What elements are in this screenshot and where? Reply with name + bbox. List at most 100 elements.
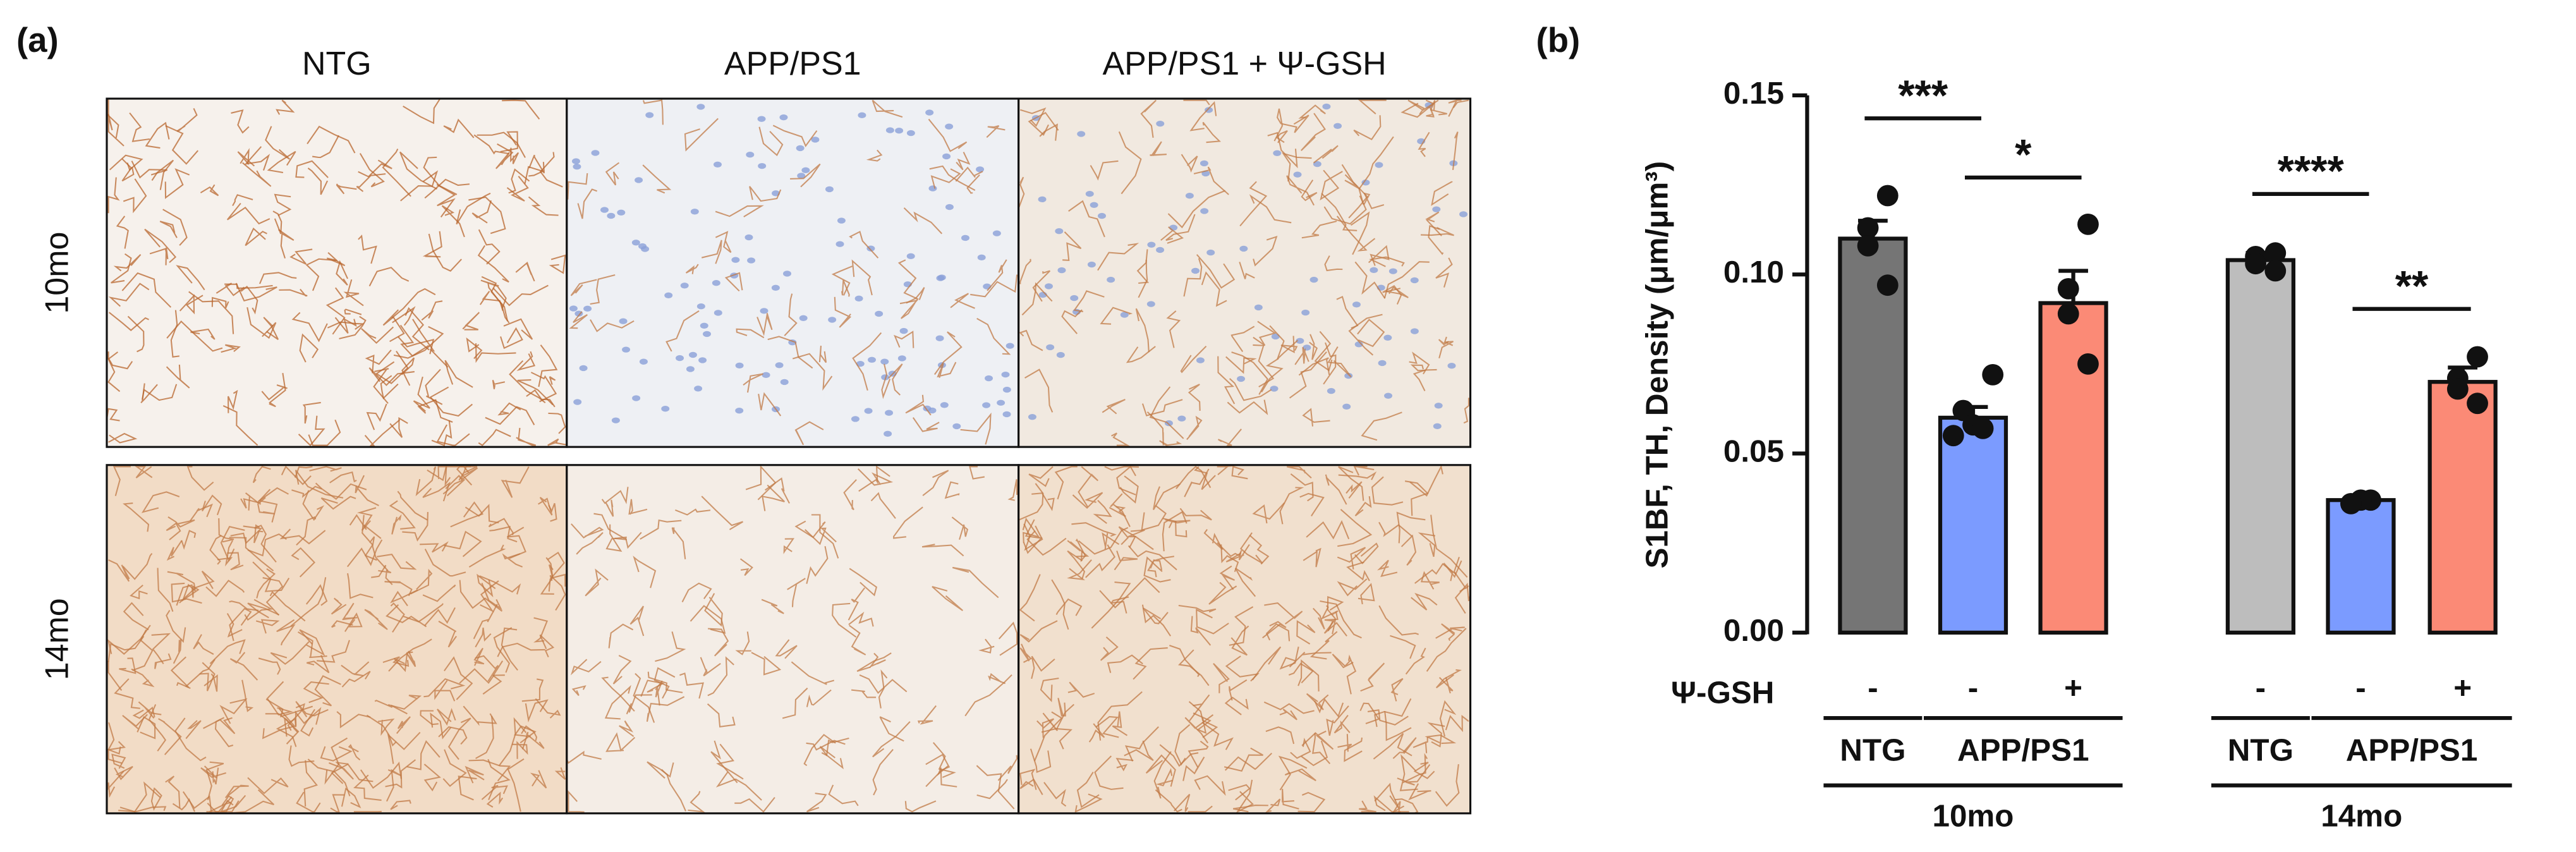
- fiber: [1420, 571, 1440, 590]
- fiber: [176, 107, 198, 132]
- fiber: [1155, 789, 1182, 813]
- fiber: [612, 655, 632, 685]
- micrograph: [1018, 464, 1472, 815]
- nucleus: [928, 185, 937, 192]
- fiber: [1136, 249, 1150, 284]
- fiber: [960, 412, 992, 445]
- fiber: [515, 261, 535, 282]
- fiber: [378, 569, 393, 585]
- fiber: [228, 389, 238, 413]
- nucleus: [696, 104, 705, 110]
- fiber: [762, 484, 785, 511]
- fiber: [384, 581, 413, 597]
- significance-label: ****: [2278, 147, 2345, 195]
- fiber: [272, 210, 283, 234]
- fiber: [118, 806, 167, 813]
- fiber: [1229, 679, 1248, 701]
- fiber: [1203, 529, 1224, 551]
- fiber: [130, 584, 148, 600]
- fiber: [685, 264, 699, 274]
- fiber: [1145, 754, 1176, 787]
- nucleus: [1322, 103, 1331, 110]
- fiber: [503, 318, 533, 340]
- fiber: [189, 503, 213, 521]
- fiber: [866, 149, 883, 162]
- fiber: [245, 227, 267, 246]
- fiber: [1323, 618, 1347, 636]
- nucleus: [1361, 180, 1370, 186]
- nucleus: [1301, 309, 1310, 316]
- nucleus: [875, 310, 884, 317]
- fiber: [997, 755, 1018, 781]
- fiber: [348, 744, 361, 761]
- fiber: [897, 259, 919, 300]
- data-point: [2467, 346, 2488, 368]
- fiber: [107, 98, 119, 138]
- fiber: [291, 547, 316, 578]
- fiber: [366, 714, 397, 747]
- fiber: [756, 312, 773, 336]
- fiber: [1399, 753, 1418, 791]
- nucleus: [1200, 208, 1209, 214]
- fiber: [393, 326, 444, 359]
- nucleus: [1120, 312, 1129, 318]
- fiber: [932, 742, 956, 778]
- fiber: [1427, 722, 1445, 748]
- fiber: [1273, 108, 1283, 142]
- fiber: [480, 279, 507, 308]
- treatment-label: Ψ-GSH: [1671, 676, 1774, 710]
- fiber: [1107, 654, 1143, 673]
- fiber: [344, 612, 363, 632]
- fiber: [299, 629, 325, 656]
- fiber: [406, 740, 440, 770]
- fiber: [1280, 336, 1298, 353]
- fiber: [1383, 261, 1430, 299]
- fiber: [633, 672, 655, 723]
- nucleus: [714, 310, 722, 316]
- fiber: [739, 558, 753, 576]
- fiber: [857, 468, 894, 486]
- fiber: [937, 362, 957, 378]
- fiber: [1327, 595, 1344, 619]
- fiber: [269, 373, 286, 408]
- bar: [1838, 236, 1908, 635]
- fiber: [1094, 755, 1124, 790]
- fiber: [925, 753, 951, 788]
- fiber: [1396, 511, 1426, 544]
- fiber: [295, 160, 329, 178]
- fiber: [1061, 309, 1083, 334]
- fiber: [530, 770, 547, 789]
- fiber: [241, 679, 254, 712]
- fiber: [107, 770, 125, 798]
- fiber: [1438, 336, 1449, 346]
- fiber: [1301, 113, 1326, 151]
- fiber: [1338, 466, 1364, 501]
- fiber: [341, 671, 371, 688]
- fiber: [1178, 604, 1217, 613]
- fiber: [1411, 593, 1438, 611]
- nucleus: [696, 303, 705, 310]
- fiber: [501, 627, 518, 671]
- fiber: [258, 657, 281, 675]
- nucleus: [961, 234, 969, 241]
- column-header: APP/PS1: [724, 46, 861, 82]
- fiber: [320, 746, 353, 762]
- fiber: [1281, 114, 1309, 133]
- fiber: [1088, 723, 1105, 743]
- fiber: [1126, 346, 1156, 363]
- nucleus: [1293, 171, 1302, 178]
- fiber: [1350, 211, 1370, 255]
- fiber: [1196, 609, 1229, 635]
- fiber: [459, 668, 505, 685]
- fiber: [1028, 466, 1054, 487]
- nucleus: [607, 212, 616, 219]
- fiber: [307, 167, 329, 195]
- fiber: [1111, 432, 1130, 446]
- fiber: [185, 659, 216, 689]
- nucleus: [645, 112, 654, 118]
- nucleus: [1085, 191, 1094, 197]
- fiber: [1320, 169, 1343, 201]
- fiber: [390, 589, 418, 607]
- fiber: [690, 605, 726, 634]
- y-axis-label: S1BF, TH, Density (μm/μm³): [1640, 161, 1675, 569]
